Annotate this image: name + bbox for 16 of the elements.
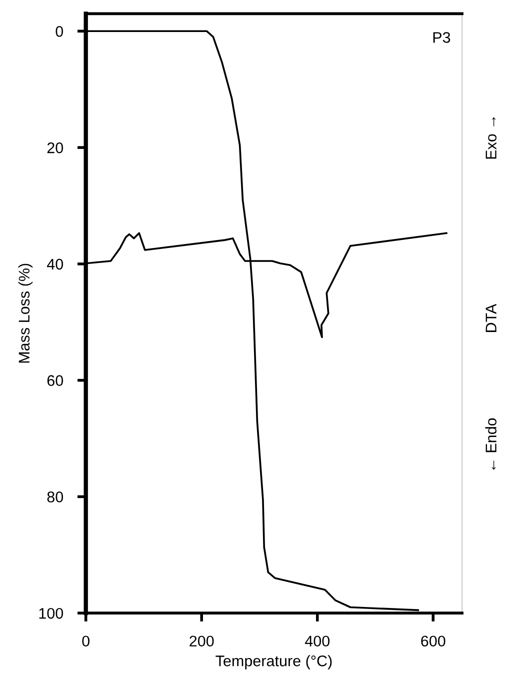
x-tick-label: 200 [190, 636, 214, 647]
text: ← Endo [485, 418, 496, 470]
y-tick-label: 40 [46, 258, 64, 270]
x-tick-label: 0 [82, 636, 90, 647]
y2-axis-title: DTA [486, 304, 496, 332]
annotation: P3 [433, 32, 450, 43]
y-tick-label: 20 [47, 142, 64, 154]
x-tick-label: 600 [421, 636, 446, 647]
y-tick-label: 60 [47, 375, 64, 386]
y-tick-label: 80 [47, 492, 64, 502]
x-axis-title: Temperature (°C) [216, 655, 332, 670]
y-tick-label: 0 [56, 26, 64, 37]
y-tick-label: 100 [39, 608, 64, 619]
y-axis-title: Mass Loss (%) [18, 264, 33, 363]
x-tick-label: 400 [304, 636, 330, 647]
text: Exo → [486, 117, 496, 159]
